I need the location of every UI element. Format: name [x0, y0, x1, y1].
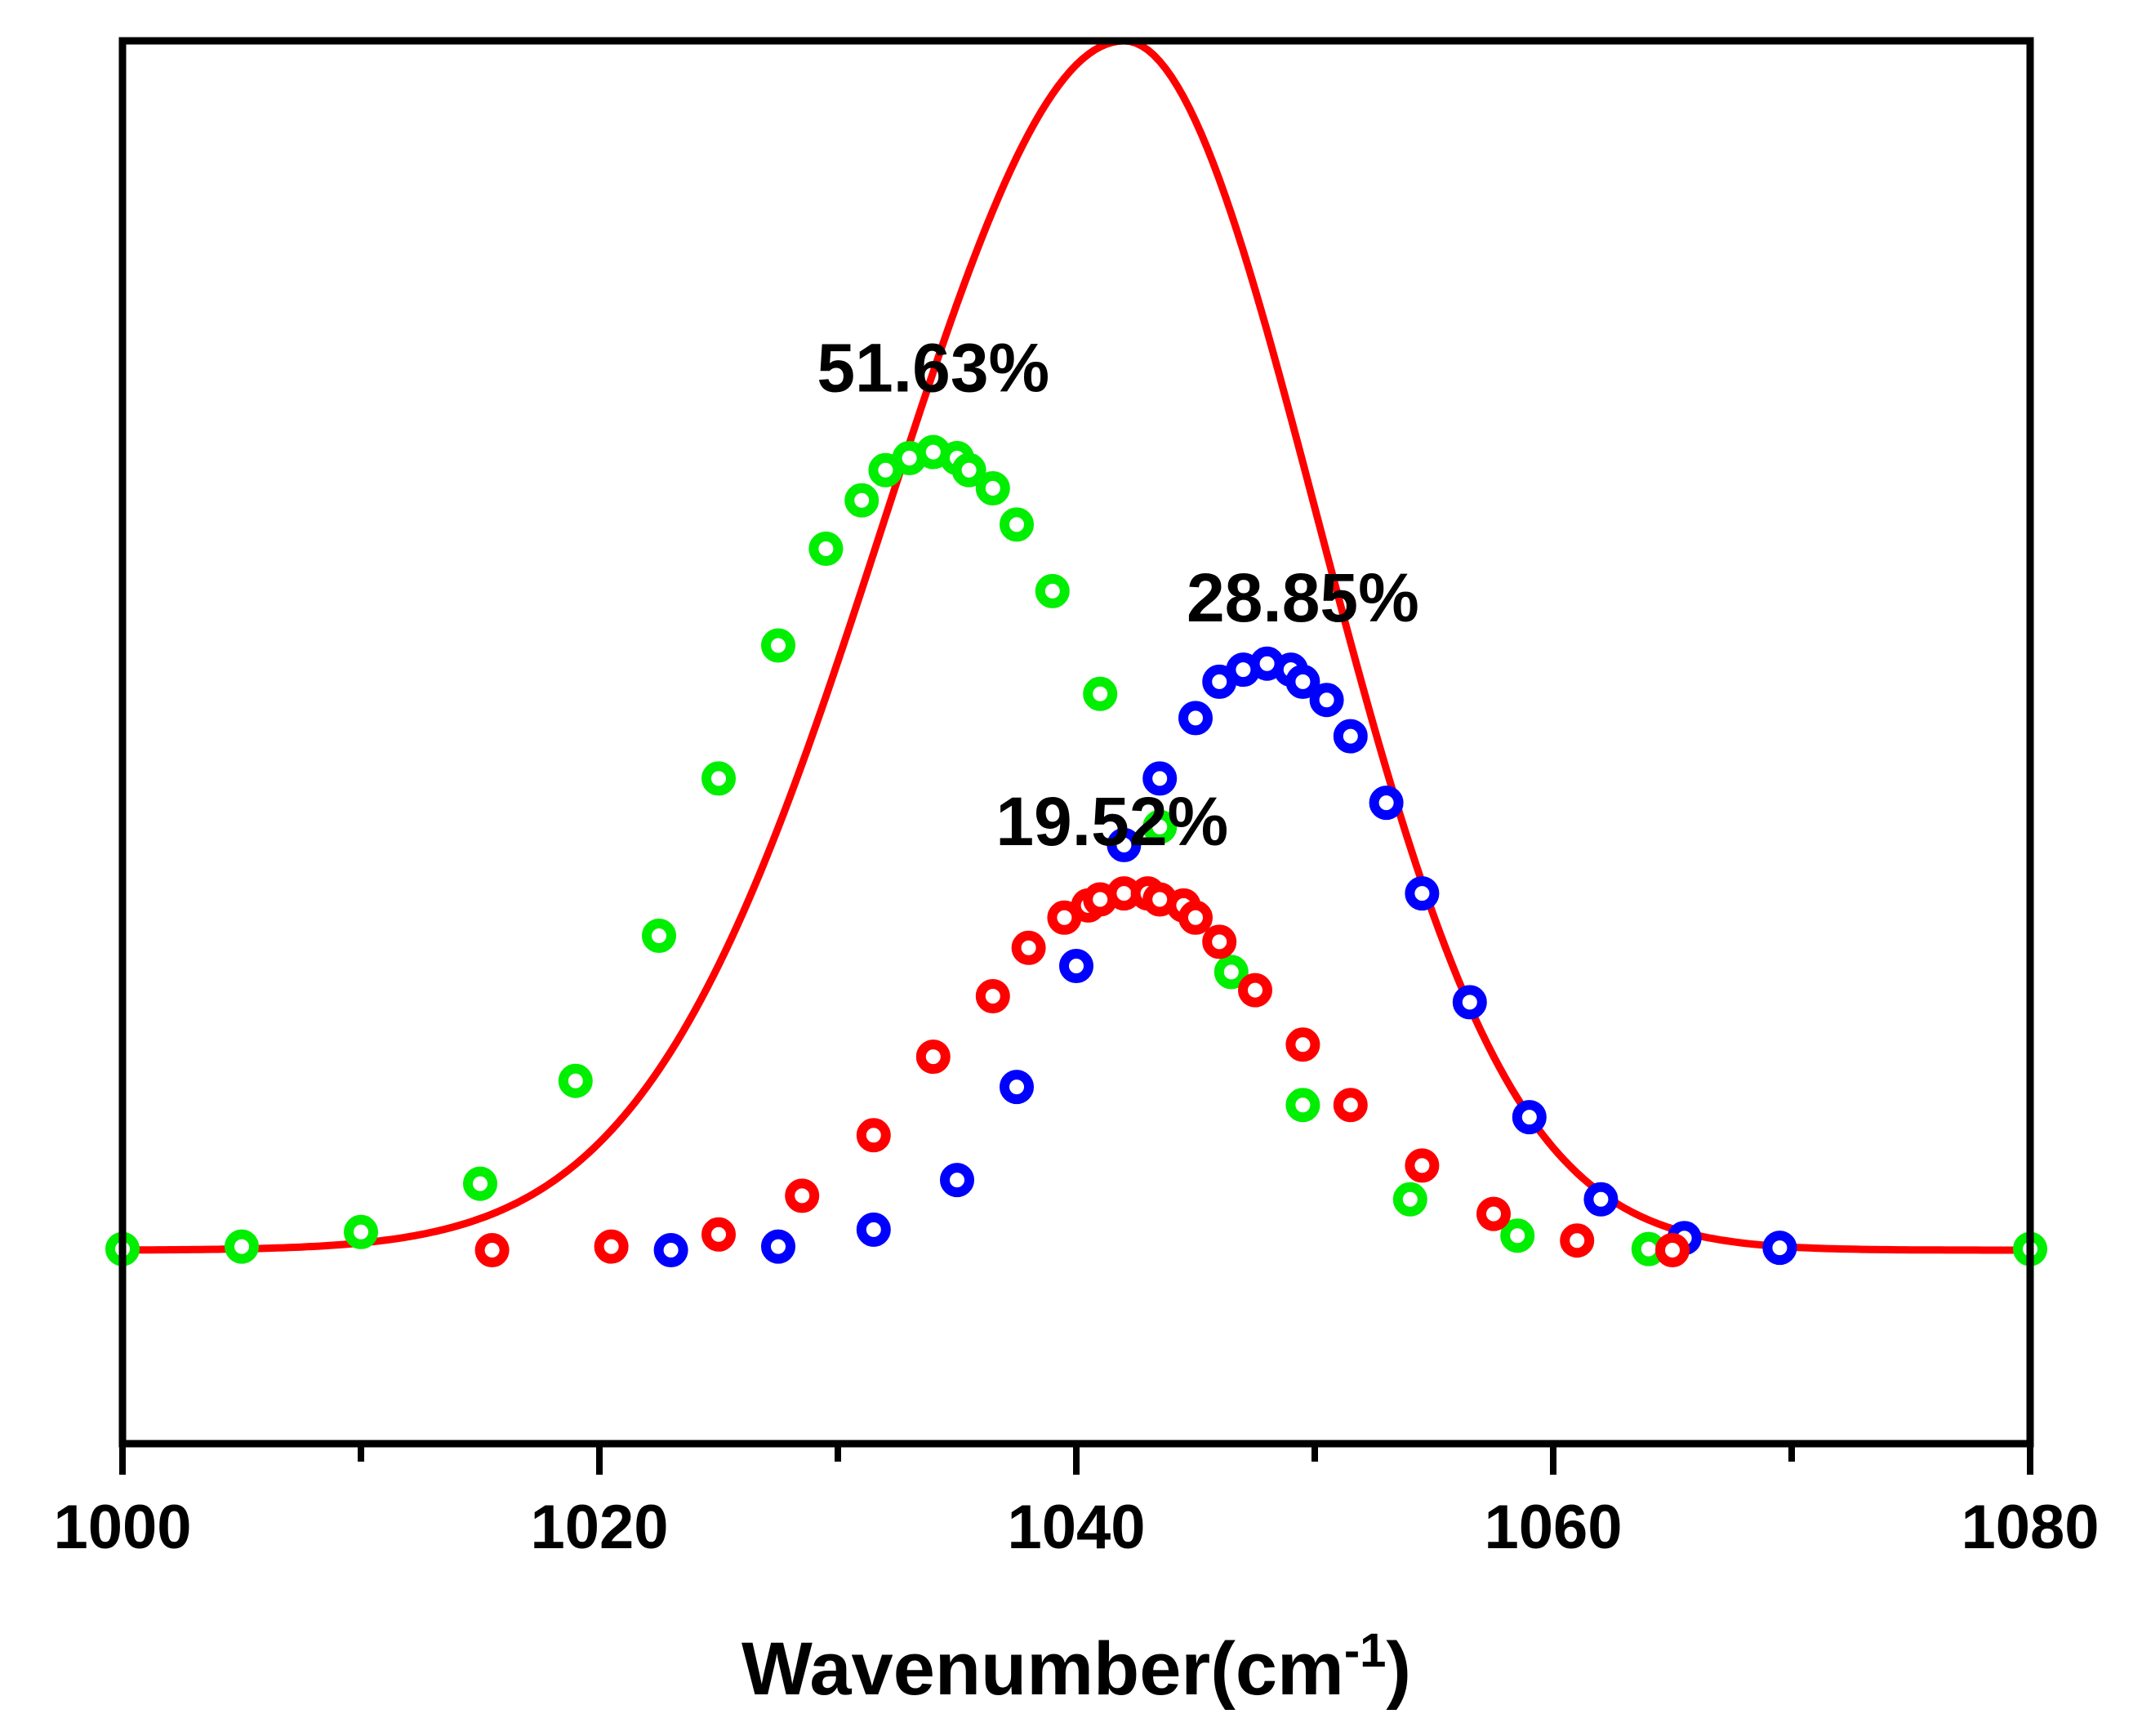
- data-point: [1333, 719, 1368, 754]
- data-point: [1285, 1088, 1320, 1123]
- data-point: [642, 919, 676, 953]
- percentage-annotation: 51.63%: [817, 330, 1049, 407]
- data-point: [1500, 1218, 1535, 1253]
- series-layer: [105, 37, 2047, 1267]
- annotation-layer: 51.63% 28.85% 19.52%: [817, 330, 1419, 860]
- data-point: [701, 761, 736, 796]
- data-point: [785, 1178, 820, 1213]
- data-point: [844, 483, 880, 518]
- data-point: [558, 1063, 593, 1098]
- data-point: [653, 1233, 688, 1267]
- data-point: [1214, 955, 1249, 990]
- x-tick-label: 1060: [1484, 1493, 1622, 1562]
- x-axis-title: Wavenumber(cm-1): [741, 1624, 1411, 1711]
- data-point: [856, 1118, 891, 1153]
- data-point: [1238, 973, 1272, 1008]
- data-point: [856, 1212, 891, 1247]
- data-point: [975, 979, 1010, 1013]
- x-tick-label: 1080: [1961, 1493, 2099, 1562]
- data-point: [1392, 1182, 1427, 1217]
- series-component-1: [105, 434, 2047, 1266]
- data-point: [1000, 1070, 1034, 1105]
- data-point: [1285, 664, 1320, 699]
- data-point: [940, 1163, 974, 1198]
- data-point: [1655, 1233, 1690, 1267]
- data-point: [808, 532, 844, 566]
- data-point: [1369, 786, 1404, 821]
- data-point: [1000, 507, 1034, 542]
- data-point: [951, 452, 986, 487]
- data-point: [701, 1217, 736, 1252]
- data-point: [1059, 949, 1093, 983]
- data-point: [1142, 761, 1178, 796]
- data-point: [463, 1166, 497, 1201]
- data-point: [1333, 1088, 1368, 1123]
- series-component-2: [653, 646, 1797, 1267]
- data-point: [1202, 924, 1237, 959]
- series-component-3: [474, 876, 1690, 1267]
- data-point: [594, 1229, 629, 1264]
- data-point: [1762, 1231, 1797, 1266]
- data-point: [1083, 676, 1118, 711]
- data-point: [1285, 1027, 1320, 1062]
- percentage-annotation: 19.52%: [995, 783, 1228, 860]
- data-point: [1309, 683, 1344, 718]
- data-point: [761, 1229, 795, 1264]
- data-point: [1583, 1182, 1619, 1217]
- data-point: [1178, 900, 1213, 935]
- data-point: [1452, 985, 1487, 1020]
- data-point: [1476, 1196, 1511, 1231]
- data-point: [1512, 1100, 1547, 1135]
- data-point: [975, 471, 1010, 505]
- data-point: [1142, 809, 1178, 844]
- x-tick-label: 1020: [530, 1493, 668, 1562]
- data-point: [761, 628, 795, 663]
- x-axis-ticks: 1000 1020 1040 1060 1080: [53, 1444, 2100, 1562]
- data-point: [474, 1233, 510, 1267]
- data-point: [1011, 930, 1046, 965]
- data-point: [1560, 1223, 1595, 1258]
- data-point: [1107, 827, 1142, 862]
- data-point: [344, 1214, 378, 1249]
- data-point: [225, 1229, 259, 1264]
- x-tick-label: 1000: [53, 1493, 191, 1562]
- data-point: [1178, 701, 1213, 736]
- x-tick-label: 1040: [1007, 1493, 1145, 1562]
- x-axis-title-close: ): [1386, 1627, 1411, 1711]
- data-point: [1405, 1148, 1440, 1183]
- percentage-annotation: 28.85%: [1187, 559, 1419, 636]
- data-point: [1035, 573, 1070, 608]
- data-point: [915, 1039, 951, 1075]
- data-point: [1405, 876, 1440, 911]
- x-axis-title-superscript: -1: [1344, 1624, 1387, 1677]
- envelope-fit-line: [122, 37, 2030, 1254]
